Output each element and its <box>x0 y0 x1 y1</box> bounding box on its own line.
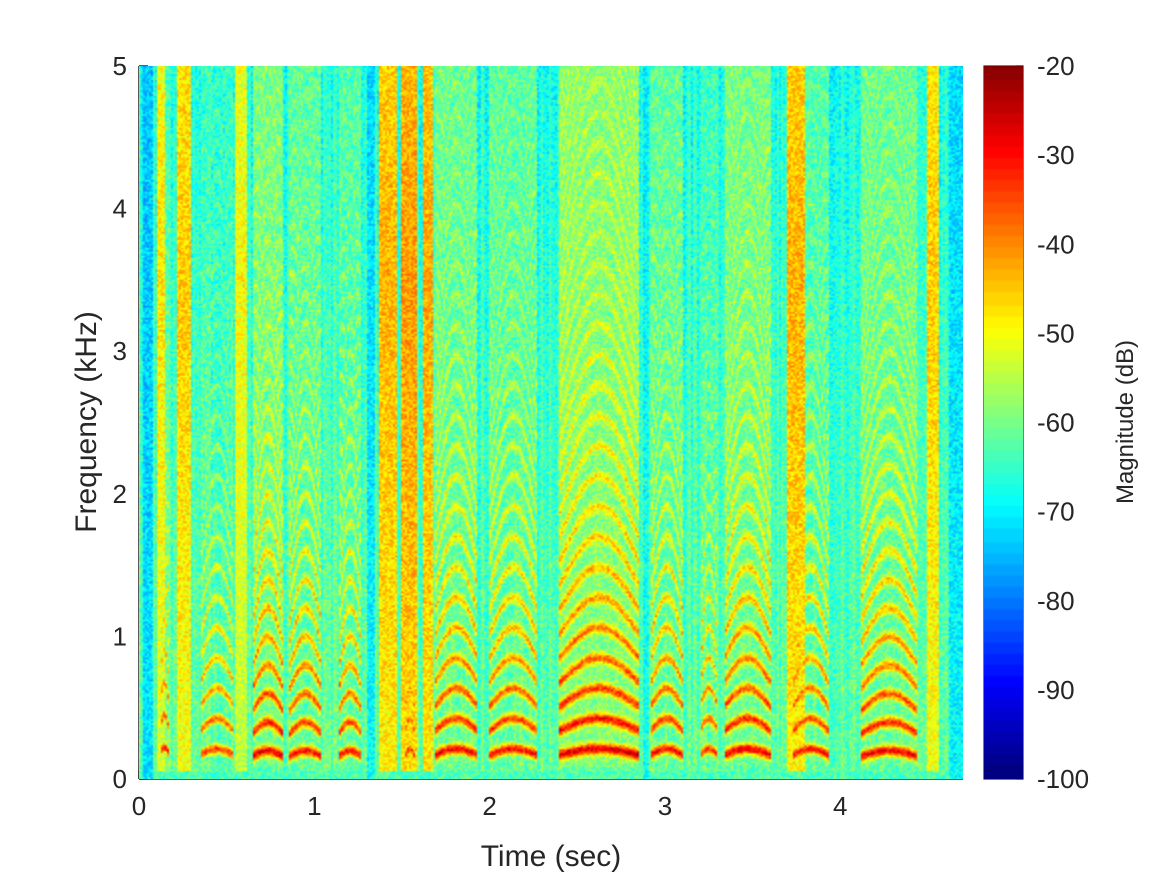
y-tick-label: 2 <box>113 479 127 509</box>
colorbar-tick-label: -20 <box>1037 51 1075 81</box>
colorbar: -20 -30 -40 -50 -60 -70 -80 -90 -100 <box>983 51 1089 794</box>
colorbar-tick-label: -100 <box>1037 764 1089 794</box>
colorbar-tick-label: -30 <box>1037 140 1075 170</box>
y-tick-label: 5 <box>113 51 127 81</box>
colorbar-tick-label: -70 <box>1037 497 1075 527</box>
x-tick-label: 1 <box>307 791 321 821</box>
y-tick-label: 0 <box>113 764 127 794</box>
x-tick-label: 0 <box>132 791 146 821</box>
x-tick-label: 2 <box>482 791 496 821</box>
colorbar-tick-label: -90 <box>1037 675 1075 705</box>
colorbar-tick-label: -40 <box>1037 229 1075 259</box>
y-tick-label: 1 <box>113 621 127 651</box>
colorbar-tick-label: -60 <box>1037 408 1075 438</box>
y-tick-label: 4 <box>113 194 127 224</box>
colorbar-tick-label: -50 <box>1037 318 1075 348</box>
y-tick-label: 3 <box>113 336 127 366</box>
y-axis-label: Frequency (kHz) <box>70 311 103 533</box>
spectrogram-image <box>139 66 963 779</box>
x-tick-label: 3 <box>658 791 672 821</box>
x-axis-label: Time (sec) <box>481 840 622 873</box>
colorbar-gradient <box>984 66 1023 779</box>
x-tick-label: 4 <box>833 791 847 821</box>
colorbar-tick-label: -80 <box>1037 586 1075 616</box>
colorbar-label: Magnitude (dB) <box>1112 340 1139 504</box>
y-axis: 0 1 2 3 4 5 <box>113 51 148 794</box>
